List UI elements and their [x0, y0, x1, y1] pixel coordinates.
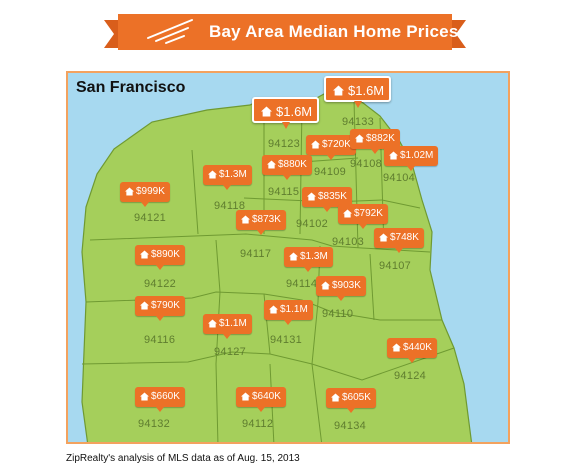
- price-label: $640K: [252, 391, 281, 402]
- zip-label-94107: 94107: [379, 260, 412, 272]
- house-icon: [208, 170, 217, 179]
- price-pin-94118[interactable]: $1.3M: [203, 165, 252, 190]
- price-label: $748K: [390, 232, 419, 243]
- price-label: $890K: [151, 249, 180, 260]
- price-pin-94123[interactable]: $1.6M: [252, 97, 320, 129]
- price-pin-94108[interactable]: $882K: [350, 129, 400, 154]
- house-icon: [355, 134, 364, 143]
- house-icon: [331, 393, 340, 402]
- rocket-logo-icon: [147, 19, 193, 44]
- price-pin-94104[interactable]: $1.02M: [384, 146, 439, 171]
- house-icon: [392, 343, 401, 352]
- zip-label-94109: 94109: [314, 166, 347, 178]
- zip-label-94121: 94121: [134, 212, 167, 224]
- house-icon: [311, 140, 320, 149]
- page-title: Bay Area Median Home Prices: [209, 22, 459, 41]
- zip-label-94118: 94118: [214, 200, 246, 212]
- zip-label-94131: 94131: [270, 334, 303, 346]
- zip-label-94115: 94115: [268, 186, 300, 198]
- price-pin-94124[interactable]: $440K: [387, 338, 437, 363]
- house-icon: [125, 187, 134, 196]
- zip-label-94127: 94127: [214, 346, 247, 358]
- zip-label-94123: 94123: [268, 138, 301, 150]
- house-icon: [389, 151, 398, 160]
- price-label: $792K: [354, 208, 383, 219]
- price-pin-94132[interactable]: $660K: [135, 387, 185, 412]
- zip-label-94104: 94104: [383, 172, 416, 184]
- price-label: $1.1M: [280, 304, 308, 315]
- zip-label-94134: 94134: [334, 420, 367, 432]
- zip-label-94132: 94132: [138, 418, 171, 430]
- zip-label-94117: 94117: [240, 248, 272, 260]
- price-label: $999K: [136, 186, 165, 197]
- zip-label-94114: 94114: [286, 278, 318, 290]
- price-label: $790K: [151, 300, 180, 311]
- price-pin-94134[interactable]: $605K: [326, 388, 376, 413]
- price-pin-94110[interactable]: $903K: [316, 276, 366, 301]
- zip-label-94122: 94122: [144, 278, 177, 290]
- price-pin-94115[interactable]: $880K: [262, 155, 312, 180]
- price-label: $1.3M: [219, 169, 247, 180]
- price-label: $882K: [366, 133, 395, 144]
- zip-label-94103: 94103: [332, 236, 365, 248]
- zip-label-94102: 94102: [296, 218, 329, 230]
- sf-map: [81, 93, 473, 442]
- city-label: San Francisco: [76, 79, 186, 96]
- house-icon: [333, 85, 344, 96]
- house-icon: [140, 392, 149, 401]
- house-icon: [321, 281, 330, 290]
- price-pin-94107[interactable]: $748K: [374, 228, 424, 253]
- house-icon: [241, 392, 250, 401]
- title-banner: [104, 14, 466, 50]
- price-pin-94112[interactable]: $640K: [236, 387, 286, 412]
- price-label: $720K: [322, 139, 351, 150]
- price-pin-94103[interactable]: $792K: [338, 204, 388, 229]
- house-icon: [379, 233, 388, 242]
- price-label: $1.3M: [300, 251, 328, 262]
- price-pin-94109[interactable]: $720K: [306, 135, 356, 160]
- price-pin-94117[interactable]: $873K: [236, 210, 286, 235]
- price-pin-94131[interactable]: $1.1M: [264, 300, 313, 325]
- price-label: $835K: [318, 191, 347, 202]
- price-pin-94102[interactable]: $835K: [302, 187, 352, 212]
- house-icon: [208, 319, 217, 328]
- price-label: $1.02M: [400, 150, 434, 161]
- price-pin-94122[interactable]: $890K: [135, 245, 185, 270]
- price-label: $880K: [278, 159, 307, 170]
- house-icon: [269, 305, 278, 314]
- zip-label-94124: 94124: [394, 370, 427, 382]
- house-icon: [307, 192, 316, 201]
- house-icon: [289, 252, 298, 261]
- price-label: $873K: [252, 214, 281, 225]
- price-label: $1.6M: [348, 83, 385, 98]
- zip-label-94108: 94108: [350, 158, 383, 170]
- zip-label-94116: 94116: [144, 334, 176, 346]
- price-label: $1.1M: [219, 318, 247, 329]
- house-icon: [241, 215, 250, 224]
- price-label: $440K: [403, 342, 432, 353]
- price-pin-94116[interactable]: $790K: [135, 296, 185, 321]
- price-label: $660K: [151, 391, 180, 402]
- price-pin-94114[interactable]: $1.3M: [284, 247, 333, 272]
- house-icon: [267, 160, 276, 169]
- source-credit: ZipRealty's analysis of MLS data as of A…: [66, 453, 300, 464]
- house-icon: [343, 209, 352, 218]
- price-label: $1.6M: [276, 104, 313, 119]
- price-label: $903K: [332, 280, 361, 291]
- house-icon: [140, 250, 149, 259]
- zip-label-94133: 94133: [342, 116, 375, 128]
- zip-label-94110: 94110: [322, 308, 354, 320]
- house-icon: [140, 301, 149, 310]
- price-pin-94127[interactable]: $1.1M: [203, 314, 252, 339]
- price-pin-94133[interactable]: $1.6M: [324, 76, 392, 108]
- price-label: $605K: [342, 392, 371, 403]
- house-icon: [261, 106, 272, 117]
- price-pin-94121[interactable]: $999K: [120, 182, 170, 207]
- zip-label-94112: 94112: [242, 418, 274, 430]
